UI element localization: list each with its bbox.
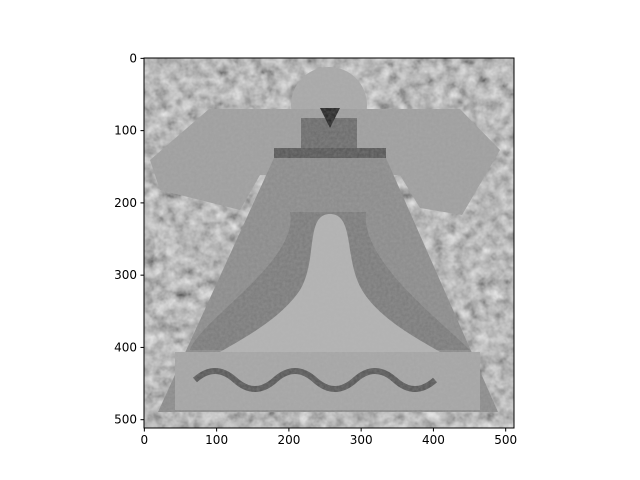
x-tick-label: 200 [277,433,300,447]
x-tick-label: 0 [141,433,149,447]
x-tick-label: 100 [205,433,228,447]
x-tick-label: 500 [494,433,517,447]
y-tick-label: 0 [129,51,137,65]
image [144,58,514,428]
x-tick-label: 300 [350,433,373,447]
axes-frame [143,57,515,429]
y-tick-label: 200 [114,196,137,210]
y-tick-label: 500 [114,413,137,427]
y-tick-label: 300 [114,268,137,282]
x-tick-label: 400 [422,433,445,447]
axes: 0 100 200 300 400 500 0 100 200 300 400 500 [114,51,517,447]
image-grain [144,58,514,428]
y-tick-label: 100 [114,124,137,138]
y-tick-label: 400 [114,340,137,354]
